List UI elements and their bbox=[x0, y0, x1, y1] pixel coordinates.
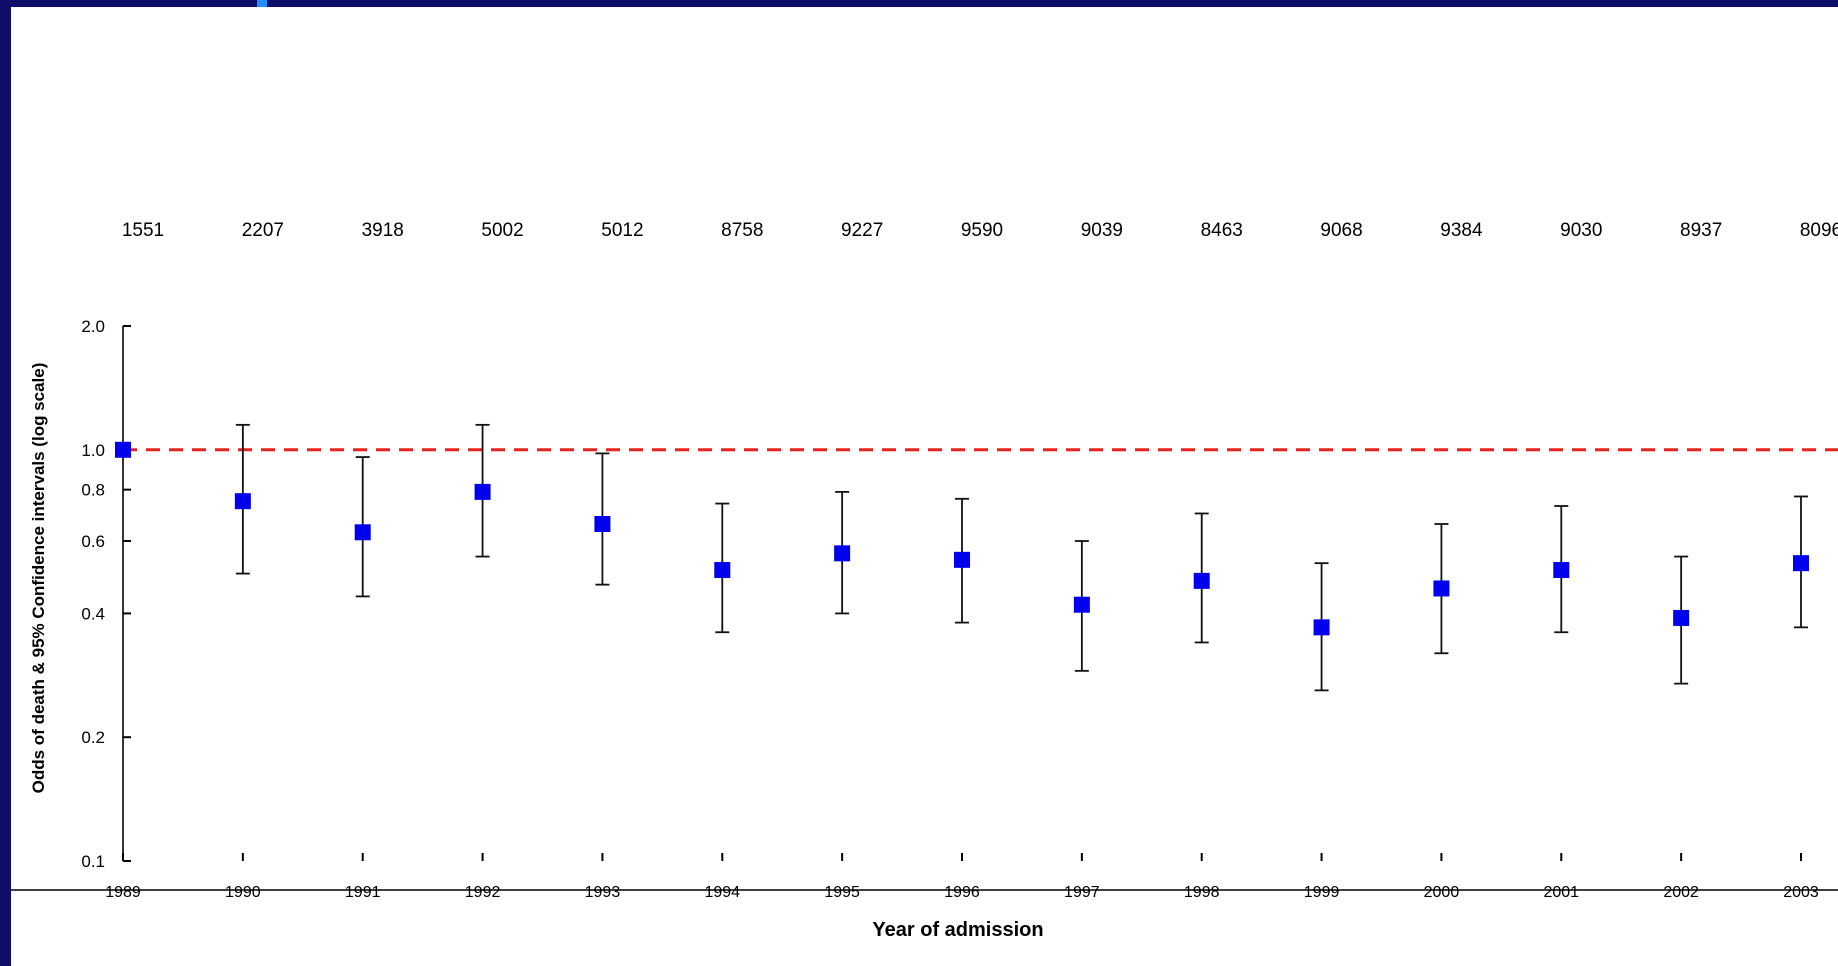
x-tick-label: 1997 bbox=[1064, 884, 1100, 901]
odds-marker bbox=[714, 562, 731, 579]
x-tick-label: 1995 bbox=[824, 884, 860, 901]
sample-size-label: 9384 bbox=[1440, 220, 1483, 241]
y-tick-label: 1.0 bbox=[81, 441, 105, 460]
y-tick-label: 2.0 bbox=[81, 317, 105, 336]
odds-marker bbox=[115, 441, 131, 458]
slide-accent-mark bbox=[257, 0, 267, 7]
x-tick-label: 1999 bbox=[1304, 884, 1340, 901]
odds-marker bbox=[1553, 562, 1570, 579]
y-tick-label: 0.2 bbox=[81, 728, 105, 747]
odds-marker bbox=[1793, 555, 1809, 572]
y-axis-label: Odds of death & 95% Confidence intervals… bbox=[29, 363, 48, 794]
sample-size-label: 5012 bbox=[601, 220, 643, 241]
sample-size-label: 9068 bbox=[1320, 220, 1362, 241]
sample-size-label: 8758 bbox=[721, 220, 763, 241]
odds-marker bbox=[234, 493, 251, 510]
x-tick-label: 1992 bbox=[465, 884, 501, 901]
slide-top-border bbox=[0, 0, 1838, 7]
y-tick-label: 0.8 bbox=[81, 481, 105, 500]
slide-left-border bbox=[0, 0, 11, 966]
sample-size-label: 9030 bbox=[1560, 220, 1602, 241]
odds-marker bbox=[1673, 609, 1690, 626]
sample-size-label: 8463 bbox=[1201, 220, 1243, 241]
odds-marker bbox=[354, 524, 371, 541]
x-tick-label: 2002 bbox=[1663, 884, 1699, 901]
sample-size-label: 9039 bbox=[1081, 220, 1123, 241]
sample-size-label: 1551 bbox=[122, 220, 164, 241]
x-tick-label: 1993 bbox=[585, 884, 621, 901]
x-tick-label: 1990 bbox=[225, 884, 261, 901]
sample-size-label: 8096 bbox=[1800, 220, 1838, 241]
x-tick-label: 1996 bbox=[944, 884, 980, 901]
sample-size-label: 9227 bbox=[841, 220, 883, 241]
odds-marker bbox=[1073, 596, 1090, 613]
y-tick-label: 0.1 bbox=[81, 852, 105, 871]
odds-marker bbox=[954, 551, 970, 568]
confidence-intervals bbox=[235, 423, 1808, 692]
x-tick-label: 1989 bbox=[105, 884, 141, 901]
odds-marker bbox=[1193, 572, 1210, 589]
sample-size-label: 5002 bbox=[481, 220, 523, 241]
x-tick-label: 1991 bbox=[345, 884, 381, 901]
sample-size-label: 8937 bbox=[1680, 220, 1722, 241]
sample-size-label: 2207 bbox=[242, 220, 284, 241]
odds-marker bbox=[594, 515, 611, 532]
odds-marker bbox=[474, 483, 491, 500]
odds-marker bbox=[1313, 619, 1330, 636]
x-axis-label: Year of admission bbox=[872, 919, 1043, 941]
y-axis-ticks: 0.1 0.2 0.4 0.6 0.8 1.0 2.0 bbox=[81, 317, 131, 871]
odds-ratio-markers bbox=[115, 441, 1809, 636]
x-tick-label: 2001 bbox=[1543, 884, 1579, 901]
y-tick-label: 0.6 bbox=[81, 532, 105, 551]
odds-marker bbox=[834, 545, 851, 562]
x-tick-label: 2003 bbox=[1783, 884, 1819, 901]
odds-marker bbox=[1433, 580, 1450, 597]
sample-size-labels: 1551 2207 3918 5002 5012 8758 9227 9590 9039 8463… bbox=[122, 220, 1838, 241]
x-tick-label: 2000 bbox=[1424, 884, 1460, 901]
sample-size-label: 3918 bbox=[362, 220, 404, 241]
x-axis-ticks: 1989 1990 1991 1992 1993 1994 1995 1996 1997 1998… bbox=[105, 853, 1819, 901]
x-tick-label: 1998 bbox=[1184, 884, 1220, 901]
x-tick-label: 1994 bbox=[704, 884, 740, 901]
y-tick-label: 0.4 bbox=[81, 604, 105, 623]
sample-size-label: 9590 bbox=[961, 220, 1003, 241]
